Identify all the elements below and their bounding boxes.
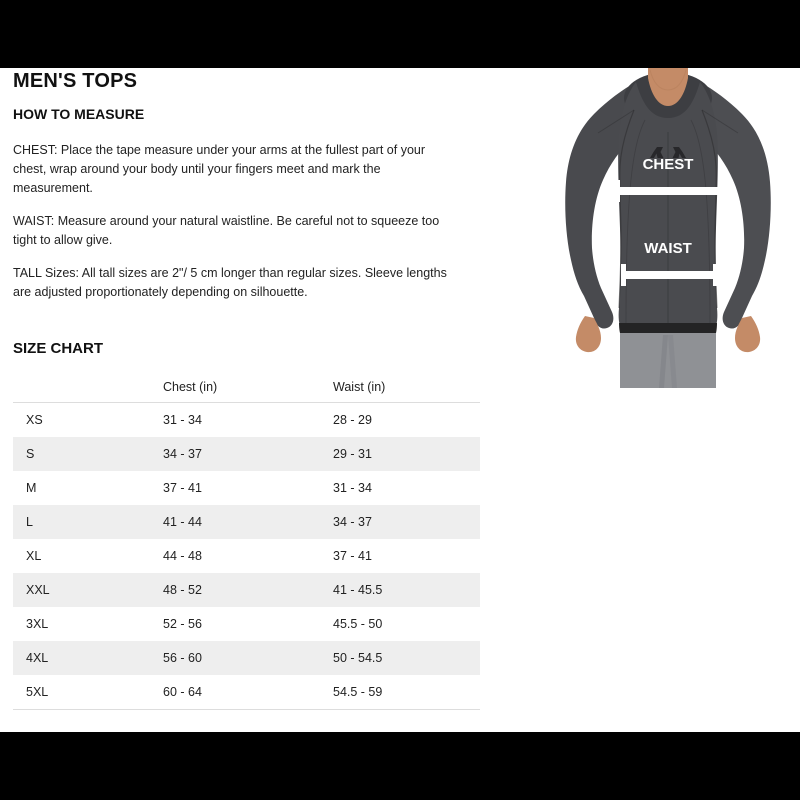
svg-text:WAIST: WAIST xyxy=(644,240,692,257)
svg-text:CHEST: CHEST xyxy=(643,156,694,173)
